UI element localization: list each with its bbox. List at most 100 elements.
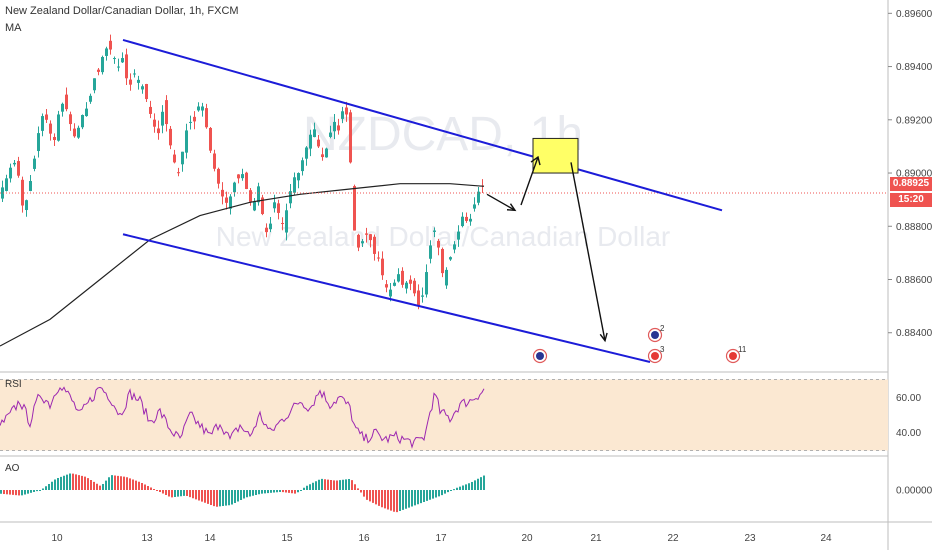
ao-bar	[18, 490, 20, 496]
price-tick-label: 0.89400	[896, 62, 932, 73]
ao-bar	[399, 490, 401, 511]
ao-bar	[156, 490, 158, 491]
candle-down	[45, 114, 48, 120]
candle-up	[289, 191, 292, 204]
ao-bar	[369, 490, 371, 502]
candle-up	[269, 223, 272, 230]
ao-bar	[318, 479, 320, 490]
rsi-line	[0, 386, 485, 449]
ao-bar	[273, 490, 275, 493]
candle-down	[353, 186, 356, 231]
ao-bar	[27, 490, 29, 494]
ao-bar	[411, 490, 413, 507]
channel-lines-group	[122, 38, 723, 363]
chart-title: New Zealand Dollar/Canadian Dollar, 1h, …	[5, 5, 239, 17]
price-tick-label: 0.88400	[896, 328, 932, 339]
candle-up	[201, 106, 204, 111]
ao-bar	[237, 490, 239, 502]
candle-up	[389, 289, 392, 297]
candle-down	[281, 223, 284, 225]
ao-bar	[354, 484, 356, 490]
candle-down	[65, 94, 68, 110]
ao-bar	[141, 483, 143, 490]
ao-bar	[444, 490, 446, 494]
ao-bar	[147, 486, 149, 490]
current-price-tag: 0.88925	[890, 177, 932, 191]
candle-up	[309, 134, 312, 149]
ao-bar	[429, 490, 431, 500]
candle-up	[57, 114, 60, 141]
ca-flag-icon-fill	[729, 352, 737, 360]
ao-bar	[69, 473, 71, 490]
candle-down	[373, 236, 376, 254]
candle-down	[349, 112, 352, 163]
candle-down	[193, 116, 196, 122]
projection-arrow-3-head	[599, 332, 608, 343]
ao-bar	[15, 490, 17, 496]
ao-bar	[24, 490, 26, 495]
ao-bar	[414, 490, 416, 506]
ao-bar	[348, 479, 350, 490]
ao-bar	[135, 480, 137, 490]
ao-bar	[381, 490, 383, 508]
ao-bar	[219, 490, 221, 507]
candle-down	[245, 172, 248, 189]
ao-bar	[396, 490, 398, 513]
candle-up	[13, 162, 16, 165]
ao-bar	[66, 474, 68, 490]
candle-down	[21, 179, 24, 206]
ao-bar	[483, 475, 485, 490]
rsi-label[interactable]: RSI	[5, 379, 22, 390]
ao-bar	[306, 485, 308, 490]
price-tick-label: 0.89600	[896, 9, 932, 20]
candle-down	[357, 234, 360, 248]
candle-down	[153, 119, 156, 127]
candle-up	[461, 216, 464, 227]
time-tick-label: 14	[204, 533, 216, 544]
countdown-tag: 15:20	[890, 193, 932, 207]
candle-up	[453, 244, 456, 250]
ao-bar	[255, 490, 257, 495]
candle-down	[417, 290, 420, 307]
ao-bar	[192, 490, 194, 499]
ao-bar	[213, 490, 215, 507]
ao-bar	[264, 490, 266, 494]
ao-bar	[393, 490, 395, 512]
candle-down	[73, 128, 76, 137]
ao-bar	[342, 479, 344, 490]
candle-down	[321, 154, 324, 158]
time-axis[interactable]: 10 13 14 15 16 17 20 21 22 23 24	[51, 533, 832, 544]
projection-arrow-1	[486, 193, 516, 211]
ao-bar	[105, 480, 107, 490]
ao-bar	[150, 487, 152, 490]
candle-up	[85, 108, 88, 117]
candle-down	[109, 40, 112, 50]
ao-bar	[234, 490, 236, 503]
event-count: 11	[738, 345, 747, 354]
candle-down	[465, 216, 468, 221]
ao-bar	[291, 490, 293, 494]
ao-bar	[177, 490, 179, 497]
candle-down	[49, 123, 52, 134]
ao-bar	[360, 490, 362, 493]
candle-up	[445, 269, 448, 286]
candle-up	[61, 103, 64, 112]
ao-bar	[114, 475, 116, 490]
candle-up	[325, 148, 328, 158]
moving-average-group	[0, 183, 888, 347]
ao-label[interactable]: AO	[5, 463, 20, 474]
ao-bar	[447, 490, 449, 493]
indicator-label[interactable]: MA	[5, 22, 22, 34]
candle-down	[237, 174, 240, 179]
ao-bar	[423, 490, 425, 502]
price-axis[interactable]: 0.89600 0.89400 0.89200 0.89000 0.88800 0.886…	[888, 9, 932, 497]
ao-bar	[276, 490, 278, 493]
candle-down	[213, 153, 216, 169]
nz-flag-icon-fill	[536, 352, 544, 360]
candle-down	[97, 69, 100, 72]
ao-bar	[288, 490, 290, 493]
ao-group	[0, 473, 485, 513]
ao-bar	[189, 490, 191, 498]
ao-bar	[459, 486, 461, 490]
